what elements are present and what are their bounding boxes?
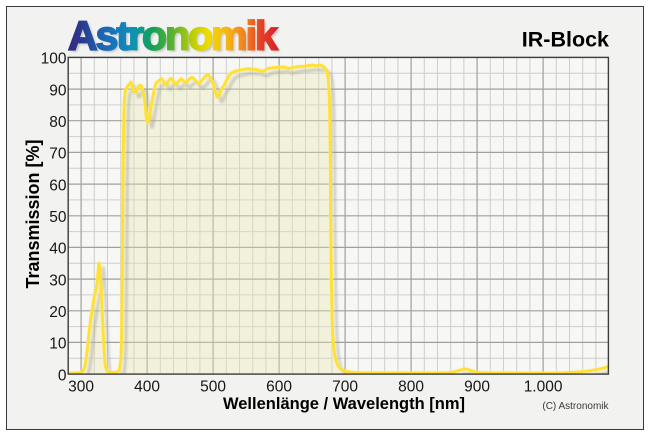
svg-text:0: 0	[58, 367, 67, 384]
svg-text:30: 30	[49, 272, 67, 289]
svg-text:800: 800	[398, 379, 424, 396]
svg-text:60: 60	[49, 177, 67, 194]
svg-text:90: 90	[49, 82, 67, 99]
svg-text:10: 10	[49, 336, 67, 353]
svg-text:900: 900	[464, 379, 490, 396]
svg-text:Wellenlänge / Wavelength [nm]: Wellenlänge / Wavelength [nm]	[223, 395, 465, 413]
svg-text:20: 20	[49, 304, 67, 321]
svg-text:Transmission [%]: Transmission [%]	[23, 139, 43, 288]
svg-text:Astronomik: Astronomik	[68, 13, 278, 59]
svg-text:80: 80	[49, 114, 67, 131]
svg-text:70: 70	[49, 146, 67, 163]
svg-text:50: 50	[49, 209, 67, 226]
svg-text:400: 400	[134, 379, 160, 396]
svg-text:(C) Astronomik: (C) Astronomik	[542, 401, 609, 412]
svg-text:100: 100	[41, 51, 67, 68]
svg-text:40: 40	[49, 241, 67, 258]
svg-text:Astronomik: Astronomik	[70, 15, 280, 61]
svg-text:600: 600	[266, 379, 292, 396]
svg-text:700: 700	[332, 379, 358, 396]
svg-text:IR-Block: IR-Block	[522, 28, 609, 52]
svg-text:1.000: 1.000	[524, 379, 563, 396]
svg-text:300: 300	[68, 379, 94, 396]
svg-text:500: 500	[200, 379, 226, 396]
